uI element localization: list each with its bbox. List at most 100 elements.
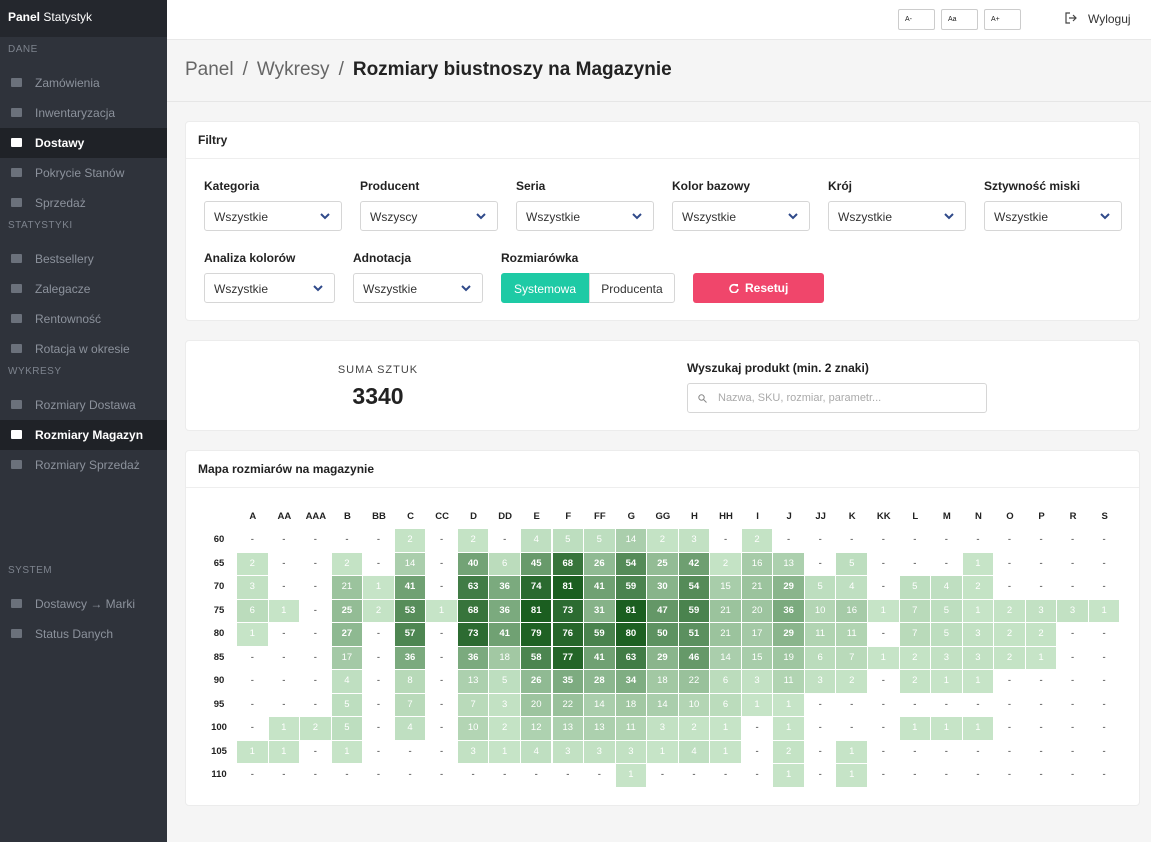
heatmap-cell: - bbox=[1070, 557, 1075, 569]
nav-item[interactable]: Zamówienia bbox=[0, 68, 167, 98]
nav-label: Rotacja w okresie bbox=[35, 342, 130, 356]
heatmap-cell: 29 bbox=[773, 576, 804, 599]
heatmap-cell: 41 bbox=[489, 623, 520, 646]
heatmap-cell: - bbox=[976, 534, 980, 545]
heatmap-cell: - bbox=[944, 769, 948, 780]
column-header: I bbox=[756, 511, 759, 522]
column-header: M bbox=[942, 511, 951, 522]
heatmap-cell: - bbox=[313, 698, 317, 710]
nav-item[interactable]: Sprzedaż bbox=[0, 188, 167, 218]
search-input[interactable]: Nazwa, SKU, rozmiar, parametr... bbox=[687, 383, 987, 413]
heatmap-cell: 1 bbox=[931, 670, 962, 693]
logout[interactable]: Wyloguj bbox=[1088, 12, 1131, 26]
heatmap-cell: - bbox=[1007, 722, 1012, 733]
filter-select[interactable]: Wszyscy bbox=[360, 201, 498, 231]
toggle-option[interactable]: Producenta bbox=[589, 273, 675, 303]
heatmap-cell: 50 bbox=[647, 623, 678, 646]
column-header: G bbox=[627, 511, 636, 522]
heatmap-cell: - bbox=[534, 769, 538, 780]
heatmap-cell: 73 bbox=[552, 599, 584, 622]
nav-label: Inwentaryzacja bbox=[35, 106, 116, 120]
heatmap-cell: 27 bbox=[331, 623, 363, 646]
heatmap-cell: 25 bbox=[331, 599, 363, 622]
column-header: BB bbox=[372, 511, 386, 522]
filter-select[interactable]: Wszystkie bbox=[672, 201, 810, 231]
breadcrumb-item: Rozmiary biustnoszy na Magazynie bbox=[352, 59, 672, 80]
heatmap-cell: - bbox=[1007, 769, 1012, 780]
nav-item[interactable]: Rotacja w okresie bbox=[0, 334, 167, 364]
heatmap-cell: - bbox=[439, 534, 444, 545]
heatmap-cell: - bbox=[1039, 698, 1043, 710]
heatmap-cell: - bbox=[376, 651, 381, 663]
breadcrumb-item[interactable]: Wykresy bbox=[256, 59, 330, 80]
nav-item[interactable]: Rozmiary Magazyn bbox=[0, 420, 167, 450]
heatmap-cell: - bbox=[376, 557, 381, 569]
nav-item[interactable]: Status Danych bbox=[0, 619, 167, 649]
heatmap-cell: 14 bbox=[615, 529, 647, 552]
nav-item[interactable]: Rozmiary Dostawa bbox=[0, 390, 167, 420]
heatmap-cell: - bbox=[787, 534, 791, 545]
heatmap-cell: 3 bbox=[584, 740, 615, 763]
search-placeholder: Nazwa, SKU, rozmiar, parametr... bbox=[718, 392, 882, 404]
heatmap-cell: 79 bbox=[520, 623, 552, 646]
filter-select[interactable]: Wszystkie bbox=[353, 273, 483, 303]
filter-select[interactable]: Wszystkie bbox=[984, 201, 1122, 231]
filter-label: Seria bbox=[516, 179, 546, 193]
heatmap-cell: 36 bbox=[773, 599, 804, 622]
filter-select[interactable]: Wszystkie bbox=[204, 273, 335, 303]
nav-item[interactable]: Rozmiary Sprzedaż bbox=[0, 450, 167, 480]
heatmap-cell: - bbox=[503, 534, 507, 545]
breadcrumb-item[interactable]: Panel bbox=[185, 59, 234, 80]
nav-item[interactable]: Bestsellery bbox=[0, 244, 167, 274]
heatmap-cell: - bbox=[944, 557, 948, 569]
font-button[interactable]: A+ bbox=[984, 9, 1021, 30]
filter-label: Kolor bazowy bbox=[672, 179, 751, 193]
nav-item[interactable]: Dostawcy → Marki bbox=[0, 589, 167, 619]
heatmap-cell: 1 bbox=[1025, 646, 1057, 669]
filter-label: Adnotacja bbox=[353, 251, 412, 265]
nav-item[interactable]: Rentowność bbox=[0, 304, 167, 334]
heatmap-cell: - bbox=[376, 722, 381, 733]
heatmap-cell: - bbox=[439, 675, 444, 686]
heatmap-cell: 68 bbox=[552, 552, 584, 575]
font-button[interactable]: Aa bbox=[941, 9, 978, 30]
heatmap-cell: 1 bbox=[931, 717, 962, 740]
heatmap-cell: 13 bbox=[457, 670, 489, 693]
heatmap-cell: 15 bbox=[710, 576, 741, 599]
filters-card: Filtry Kategoria Wszystkie Producent Wszyscy… bbox=[185, 121, 1140, 321]
heatmap-cell: 46 bbox=[678, 646, 710, 669]
row-header: 85 bbox=[213, 651, 225, 663]
heatmap-cell: - bbox=[881, 581, 885, 592]
nav-item[interactable]: Pokrycie Stanów bbox=[0, 158, 167, 188]
nav-item[interactable]: Inwentaryzacja bbox=[0, 98, 167, 128]
filter-select[interactable]: Wszystkie bbox=[516, 201, 654, 231]
nav-item[interactable]: Dostawy bbox=[0, 128, 167, 158]
heatmap-cell: - bbox=[881, 722, 885, 733]
heatmap-cell: - bbox=[1102, 698, 1106, 710]
row-header: 65 bbox=[213, 557, 225, 569]
column-header: AAA bbox=[305, 511, 327, 522]
select-value: Wszyscy bbox=[370, 210, 418, 224]
heatmap-cell: - bbox=[1070, 722, 1075, 733]
nav-icon bbox=[11, 168, 22, 177]
select-value: Wszystkie bbox=[214, 210, 268, 224]
reset-button[interactable]: Resetuj bbox=[693, 273, 824, 303]
heatmap-cell: 21 bbox=[710, 623, 741, 646]
toggle-option[interactable]: Systemowa bbox=[501, 273, 589, 303]
nav-item[interactable]: Zalegacze bbox=[0, 274, 167, 304]
heatmap-cell: - bbox=[913, 745, 917, 757]
heatmap-cell: 3 bbox=[457, 740, 489, 763]
heatmap-cell: 3 bbox=[647, 717, 678, 740]
heatmap-cell: 11 bbox=[804, 623, 836, 646]
heatmap-cell: 1 bbox=[1088, 599, 1120, 622]
font-button[interactable]: A- bbox=[898, 9, 935, 30]
heatmap-cell: 2 bbox=[678, 717, 710, 740]
column-header: N bbox=[974, 511, 982, 522]
filter-select[interactable]: Wszystkie bbox=[828, 201, 966, 231]
heatmap-cell: - bbox=[1007, 534, 1012, 545]
heatmap-cell: 5 bbox=[931, 623, 962, 646]
heatmap-cell: 41 bbox=[584, 646, 615, 669]
column-header: L bbox=[912, 511, 919, 522]
heatmap-cell: 15 bbox=[741, 646, 773, 669]
filter-select[interactable]: Wszystkie bbox=[204, 201, 342, 231]
